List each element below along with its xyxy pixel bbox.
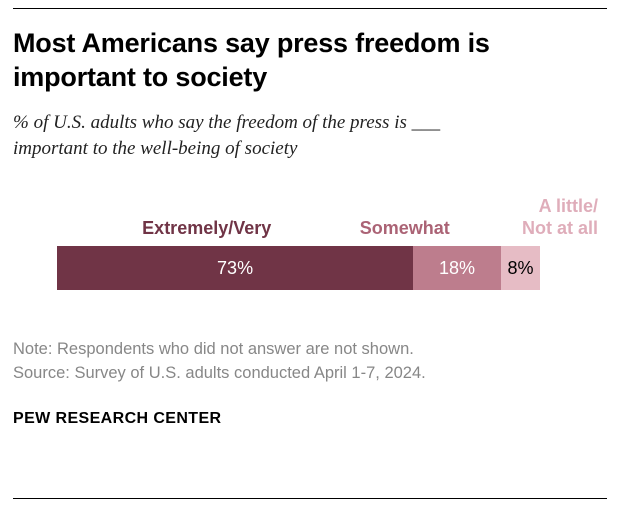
stacked-bar: 73% 18% 8%: [57, 246, 540, 290]
brand-pew-research-center: PEW RESEARCH CENTER: [13, 409, 222, 427]
value-label-little-notatall: 8%: [507, 257, 534, 278]
bar-segment-extremely-very: 73%: [57, 246, 414, 290]
stacked-bar-chart: Extremely/Very Somewhat A little/ Not at…: [57, 188, 598, 290]
top-divider: [13, 8, 607, 9]
note-and-source: Note: Respondents who did not answer are…: [13, 340, 426, 382]
category-label-row: Extremely/Very Somewhat A little/ Not at…: [57, 188, 598, 246]
chart-subtitle: % of U.S. adults who say the freedom of …: [13, 111, 441, 159]
value-label-somewhat: 18%: [439, 257, 476, 278]
category-label-extremely-very: Extremely/Very: [142, 218, 272, 239]
category-label-little-notatall: A little/ Not at all: [521, 196, 598, 239]
bar-segment-little-notatall: 8%: [500, 246, 540, 290]
category-label-somewhat: Somewhat: [359, 218, 450, 239]
page-title: Most Americans say press freedom is impo…: [13, 28, 490, 93]
value-label-extremely-very: 73%: [217, 257, 254, 278]
bottom-divider: [13, 498, 607, 499]
bar-segment-somewhat: 18%: [413, 246, 501, 290]
